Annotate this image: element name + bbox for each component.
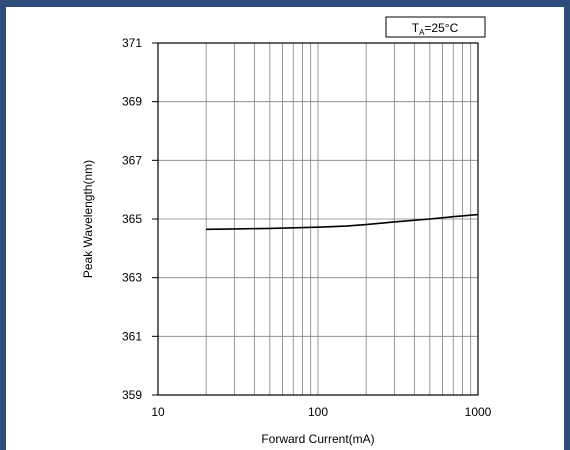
- x-tick-label: 100: [308, 405, 328, 419]
- annotation-text: TA=25°C: [412, 21, 459, 37]
- plot-border: [157, 42, 479, 396]
- y-tick-labels: 359 361 363 365 367 369 371: [122, 36, 142, 402]
- annotation-prefix: T: [412, 21, 420, 35]
- x-tick-label: 1000: [465, 405, 492, 419]
- series-line: [206, 213, 479, 231]
- annotation-subscript: A: [419, 28, 425, 37]
- y-tick-label: 367: [122, 153, 142, 167]
- y-tick-label: 371: [122, 36, 142, 50]
- y-tick-label: 369: [122, 95, 142, 109]
- y-tick-label: 365: [122, 212, 142, 226]
- y-tick-label: 359: [122, 388, 142, 402]
- y-tick-label: 363: [122, 271, 142, 285]
- annotation-box: TA=25°C: [385, 16, 486, 38]
- y-axis-label: Peak Wavelength(nm): [81, 160, 95, 278]
- x-axis-label: Forward Current(mA): [261, 432, 374, 446]
- x-tick-labels: 10 100 1000: [151, 405, 491, 419]
- x-tick-label: 10: [151, 405, 165, 419]
- y-tick-label: 361: [122, 329, 142, 343]
- series: [206, 213, 479, 231]
- annotation-frame: [385, 16, 486, 38]
- annotation-suffix: =25°C: [424, 21, 458, 35]
